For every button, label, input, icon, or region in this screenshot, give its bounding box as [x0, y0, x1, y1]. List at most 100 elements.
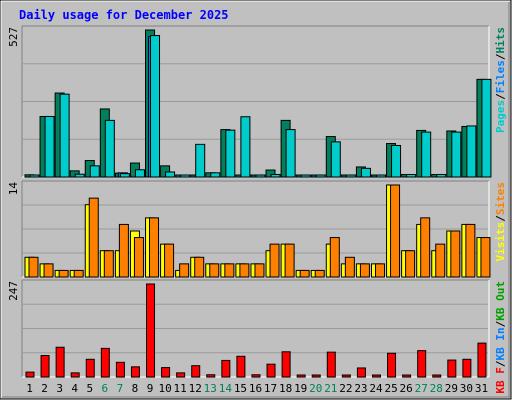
x-tick-label-29: 29 — [445, 382, 458, 395]
bar-kb-f-day-7 — [115, 361, 125, 378]
legend-entry-pages: Pages — [494, 100, 507, 133]
bar-kb-f-day-19 — [296, 374, 306, 378]
x-tick-label-27: 27 — [415, 382, 428, 395]
bar-sites-day-4 — [73, 269, 84, 278]
bar-kb-f-day-1 — [25, 371, 35, 378]
x-tick-label-15: 15 — [234, 382, 247, 395]
x-tick-label-31: 31 — [475, 382, 488, 395]
bar-kb-f-day-3 — [55, 346, 65, 378]
bar-pages-day-21 — [330, 141, 341, 178]
bar-sites-day-24 — [374, 263, 385, 278]
bar-pages-day-12 — [195, 143, 206, 178]
bar-kb-f-day-9 — [146, 283, 156, 378]
legend-entry-sites: Sites — [494, 182, 507, 215]
legend-entry-kb-in: KB In — [494, 327, 507, 360]
bar-pages-day-28 — [436, 173, 447, 178]
bar-kb-f-day-30 — [462, 358, 472, 378]
bar-sites-day-15 — [239, 263, 250, 278]
bar-pages-day-9 — [150, 35, 161, 178]
x-tick-label-30: 30 — [460, 382, 473, 395]
x-tick-label-21: 21 — [324, 382, 337, 395]
bar-sites-day-29 — [450, 230, 461, 278]
bar-sites-day-22 — [344, 256, 355, 278]
bar-kb-f-day-24 — [371, 374, 381, 378]
bar-sites-day-1 — [28, 256, 39, 278]
bar-kb-f-day-29 — [447, 359, 457, 378]
bar-sites-day-20 — [314, 269, 325, 278]
bar-sites-day-2 — [43, 263, 54, 278]
x-tick-label-6: 6 — [102, 382, 109, 395]
x-tick-label-10: 10 — [158, 382, 171, 395]
bar-sites-day-18 — [284, 243, 295, 278]
bar-pages-day-16 — [255, 174, 266, 178]
bar-pages-day-15 — [240, 116, 251, 178]
bar-kb-f-day-14 — [221, 359, 231, 378]
bar-sites-day-28 — [435, 243, 446, 278]
bar-kb-f-day-17 — [266, 363, 276, 378]
bar-pages-day-22 — [345, 174, 356, 178]
bar-pages-day-5 — [89, 165, 100, 178]
bar-sites-day-31 — [480, 237, 491, 278]
bar-kb-f-day-6 — [100, 347, 110, 378]
x-tick-label-12: 12 — [189, 382, 202, 395]
bar-sites-day-6 — [103, 250, 114, 278]
bar-pages-day-17 — [270, 173, 281, 178]
x-tick-label-5: 5 — [86, 382, 93, 395]
bar-kb-f-day-16 — [251, 374, 261, 378]
bar-pages-day-8 — [134, 169, 145, 178]
bar-pages-day-11 — [180, 174, 191, 178]
bar-kb-f-day-18 — [281, 351, 291, 378]
bar-sites-day-5 — [88, 197, 99, 278]
bar-kb-f-day-20 — [311, 374, 321, 378]
x-tick-label-20: 20 — [309, 382, 322, 395]
bar-pages-day-4 — [74, 173, 85, 178]
bar-pages-day-2 — [44, 115, 55, 178]
bar-pages-day-18 — [285, 129, 296, 178]
bar-kb-f-day-8 — [130, 366, 140, 378]
bar-sites-day-7 — [118, 223, 129, 278]
bar-sites-day-26 — [405, 250, 416, 278]
x-tick-label-3: 3 — [56, 382, 63, 395]
y-max-label-3: 247 — [7, 281, 20, 301]
bar-pages-day-24 — [375, 174, 386, 178]
bar-pages-day-26 — [406, 173, 417, 178]
x-tick-label-7: 7 — [117, 382, 124, 395]
bar-sites-day-13 — [209, 263, 220, 278]
legend-separator: / — [494, 215, 507, 222]
bar-pages-day-20 — [315, 174, 326, 178]
x-tick-label-1: 1 — [26, 382, 33, 395]
bar-pages-day-14 — [225, 129, 236, 178]
bar-kb-f-day-10 — [161, 367, 171, 378]
bar-pages-day-7 — [119, 173, 130, 178]
bar-kb-f-day-22 — [341, 374, 351, 378]
legend-separator: / — [494, 93, 507, 100]
bar-pages-day-19 — [300, 174, 311, 178]
legend-panel-3: KB F/KB In/KB Out — [494, 281, 507, 394]
x-tick-label-17: 17 — [264, 382, 277, 395]
legend-entry-kb-f: KB F — [494, 367, 507, 394]
bar-kb-f-day-23 — [356, 367, 366, 378]
bar-kb-f-day-2 — [40, 355, 50, 378]
bar-kb-f-day-12 — [191, 365, 201, 378]
x-tick-label-28: 28 — [430, 382, 443, 395]
bar-kb-f-day-31 — [477, 342, 487, 378]
bar-sites-day-14 — [224, 263, 235, 278]
bar-kb-f-day-13 — [206, 374, 216, 378]
x-tick-label-25: 25 — [384, 382, 397, 395]
bar-sites-day-9 — [149, 217, 160, 278]
x-tick-label-24: 24 — [369, 382, 383, 395]
x-tick-label-14: 14 — [219, 382, 233, 395]
legend-panel-2: Visits/Sites — [494, 182, 507, 262]
bar-pages-day-13 — [210, 172, 221, 178]
bar-sites-day-21 — [329, 237, 340, 278]
bar-kb-f-day-15 — [236, 355, 246, 378]
bar-sites-day-8 — [133, 237, 144, 278]
bar-pages-day-27 — [421, 131, 432, 178]
bar-kb-f-day-26 — [402, 374, 412, 378]
bar-kb-f-day-27 — [417, 350, 427, 378]
x-tick-label-19: 19 — [294, 382, 307, 395]
legend-separator: / — [494, 53, 507, 60]
bar-pages-day-10 — [165, 171, 176, 178]
